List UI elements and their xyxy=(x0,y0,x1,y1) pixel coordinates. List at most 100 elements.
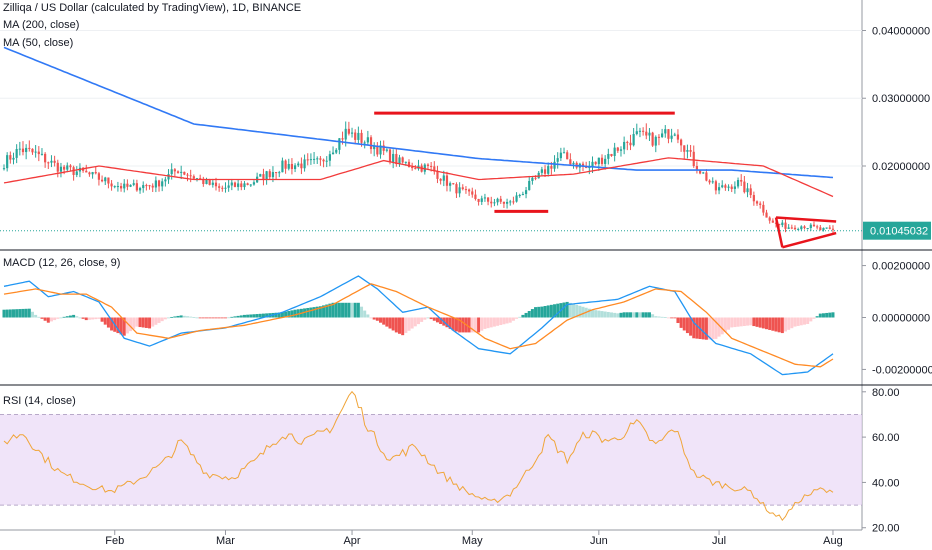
macd-histogram-bar[interactable] xyxy=(252,314,256,318)
candle-body[interactable] xyxy=(717,187,721,191)
macd-histogram-bar[interactable] xyxy=(622,312,626,318)
candle-body[interactable] xyxy=(262,174,265,181)
macd-histogram-bar[interactable] xyxy=(632,312,636,318)
candle-body[interactable] xyxy=(629,142,632,146)
candle-body[interactable] xyxy=(119,186,123,189)
candle-body[interactable] xyxy=(347,128,350,134)
candle-body[interactable] xyxy=(9,155,12,160)
macd-histogram-bar[interactable] xyxy=(239,315,243,318)
candle-body[interactable] xyxy=(369,137,373,150)
macd-histogram-bar[interactable] xyxy=(423,317,427,320)
macd-histogram-bar[interactable] xyxy=(714,317,718,339)
candle-body[interactable] xyxy=(623,141,626,150)
macd-histogram-bar[interactable] xyxy=(331,302,335,318)
candle-body[interactable] xyxy=(670,135,673,139)
macd-histogram-bar[interactable] xyxy=(679,317,683,328)
candle-body[interactable] xyxy=(186,174,189,176)
candle-body[interactable] xyxy=(793,227,797,230)
candle-body[interactable] xyxy=(319,158,322,160)
candle-body[interactable] xyxy=(344,128,347,140)
macd-histogram-bar[interactable] xyxy=(676,317,680,324)
candle-body[interactable] xyxy=(664,129,667,134)
candle-body[interactable] xyxy=(214,182,218,187)
macd-histogram-bar[interactable] xyxy=(771,317,775,331)
triangle-bottom-line[interactable] xyxy=(782,231,837,249)
candle-body[interactable] xyxy=(449,183,452,186)
macd-histogram-bar[interactable] xyxy=(341,302,345,318)
macd-histogram-bar[interactable] xyxy=(689,317,693,336)
macd-histogram-bar[interactable] xyxy=(375,317,379,321)
macd-histogram-bar[interactable] xyxy=(379,317,383,323)
macd-histogram-bar[interactable] xyxy=(492,317,496,327)
macd-histogram-bar[interactable] xyxy=(280,312,284,318)
candle-body[interactable] xyxy=(445,175,449,186)
candle-body[interactable] xyxy=(183,171,186,175)
candle-body[interactable] xyxy=(471,191,474,195)
macd-histogram-bar[interactable] xyxy=(261,313,265,318)
macd-histogram-bar[interactable] xyxy=(758,317,762,328)
candle-body[interactable] xyxy=(278,172,281,174)
macd-histogram-bar[interactable] xyxy=(720,317,724,335)
candle-body[interactable] xyxy=(771,220,774,223)
macd-histogram-bar[interactable] xyxy=(46,317,50,323)
macd-histogram-bar[interactable] xyxy=(398,317,401,334)
candle-body[interactable] xyxy=(373,146,376,150)
candle-body[interactable] xyxy=(787,227,790,229)
candle-body[interactable] xyxy=(53,160,56,163)
candle-body[interactable] xyxy=(683,145,686,152)
macd-histogram-bar[interactable] xyxy=(195,317,199,319)
candle-body[interactable] xyxy=(743,181,746,193)
macd-histogram-bar[interactable] xyxy=(515,317,519,319)
macd-histogram-bar[interactable] xyxy=(227,317,231,319)
macd-histogram-bar[interactable] xyxy=(125,317,129,334)
candle-body[interactable] xyxy=(126,183,129,187)
candle-body[interactable] xyxy=(521,194,524,196)
macd-histogram-bar[interactable] xyxy=(157,317,161,323)
candle-body[interactable] xyxy=(357,132,360,140)
candle-body[interactable] xyxy=(597,157,600,165)
candle-body[interactable] xyxy=(392,153,395,163)
macd-histogram-bar[interactable] xyxy=(692,317,696,339)
candle-body[interactable] xyxy=(363,142,366,144)
candle-body[interactable] xyxy=(809,224,812,229)
macd-histogram-bar[interactable] xyxy=(106,317,110,328)
candle-body[interactable] xyxy=(227,185,230,188)
candle-body[interactable] xyxy=(600,157,604,164)
candle-body[interactable] xyxy=(581,163,585,167)
candle-body[interactable] xyxy=(12,157,15,160)
candle-body[interactable] xyxy=(176,171,180,173)
candle-body[interactable] xyxy=(237,183,240,187)
candle-body[interactable] xyxy=(40,153,44,155)
macd-histogram-bar[interactable] xyxy=(534,307,538,318)
macd-histogram-bar[interactable] xyxy=(695,317,699,339)
macd-histogram-bar[interactable] xyxy=(641,312,645,318)
candle-body[interactable] xyxy=(692,151,695,167)
candle-body[interactable] xyxy=(819,227,822,231)
candle-body[interactable] xyxy=(88,172,91,175)
candle-body[interactable] xyxy=(803,226,806,229)
candle-body[interactable] xyxy=(328,154,331,161)
macd-histogram-bar[interactable] xyxy=(556,303,560,318)
triangle-top-line[interactable] xyxy=(775,216,837,223)
macd-histogram-bar[interactable] xyxy=(176,315,180,318)
macd-histogram-bar[interactable] xyxy=(318,306,322,318)
macd-histogram-bar[interactable] xyxy=(486,317,490,329)
candle-body[interactable] xyxy=(740,180,743,182)
candle-body[interactable] xyxy=(110,183,113,187)
macd-histogram-bar[interactable] xyxy=(198,317,202,319)
macd-histogram-bar[interactable] xyxy=(638,312,642,318)
candle-body[interactable] xyxy=(218,186,221,188)
macd-histogram-bar[interactable] xyxy=(704,317,708,340)
macd-histogram-bar[interactable] xyxy=(59,317,63,319)
macd-histogram-bar[interactable] xyxy=(809,317,813,322)
macd-histogram-bar[interactable] xyxy=(502,317,506,325)
macd-histogram-bar[interactable] xyxy=(594,310,598,318)
macd-histogram-bar[interactable] xyxy=(65,316,69,318)
macd-histogram-bar[interactable] xyxy=(236,315,240,318)
candle-body[interactable] xyxy=(493,202,496,204)
macd-histogram-bar[interactable] xyxy=(75,316,79,318)
candle-body[interactable] xyxy=(404,161,407,163)
macd-histogram-bar[interactable] xyxy=(246,314,250,318)
candle-body[interactable] xyxy=(604,158,607,164)
candle-body[interactable] xyxy=(528,180,531,191)
